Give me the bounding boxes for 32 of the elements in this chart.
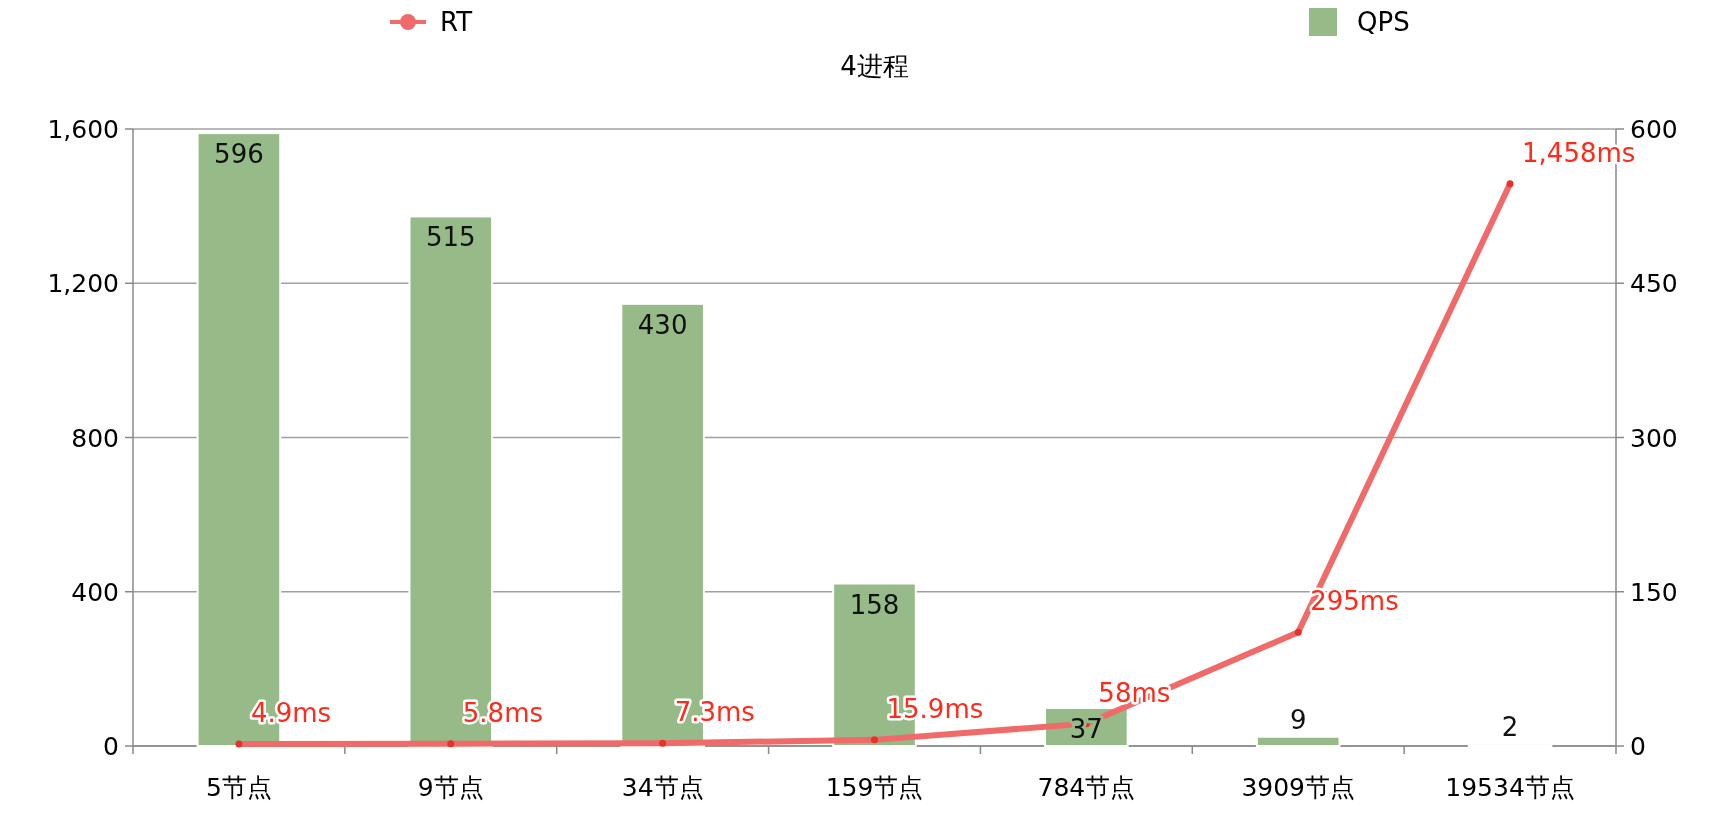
x-tick-label: 784节点 [1037, 773, 1136, 802]
y-tick-label: 1,600 [47, 115, 119, 144]
legend-label: RT [440, 7, 473, 37]
y-tick-label: 0 [103, 732, 119, 761]
y-tick-label: 800 [71, 423, 119, 453]
bar [1467, 742, 1553, 747]
data-label: 430 [637, 309, 688, 340]
y-tick-label: 400 [71, 577, 119, 607]
bar [1255, 735, 1341, 747]
data-label: 5.8ms [462, 697, 544, 728]
y2-tick-label: 450 [1630, 269, 1678, 299]
x-tick-label: 5节点 [205, 773, 272, 802]
data-label: 37 [1069, 713, 1103, 744]
x-tick-label: 9节点 [417, 773, 484, 802]
x-tick-label: 3909节点 [1241, 773, 1356, 802]
y2-tick-label: 300 [1630, 423, 1678, 453]
data-label: 7.3ms [674, 697, 755, 728]
data-label: 158 [849, 589, 900, 620]
data-label: 4.9ms [250, 698, 332, 729]
y2-tick-label: 150 [1630, 577, 1678, 607]
data-label: 596 [214, 139, 264, 170]
chart-title: 4进程 [840, 51, 909, 81]
x-tick-label: 19534节点 [1445, 773, 1575, 802]
legend-label: QPS [1357, 7, 1410, 37]
x-tick-label: 159节点 [825, 773, 924, 802]
data-label: 2 [1501, 711, 1519, 742]
y-tick-label: 1,200 [47, 269, 119, 299]
y2-tick-label: 0 [1630, 732, 1646, 761]
data-label: 9 [1289, 704, 1307, 735]
data-label: 15.9ms [886, 693, 984, 724]
data-label: 515 [425, 222, 476, 253]
x-tick-label: 34节点 [621, 773, 704, 802]
